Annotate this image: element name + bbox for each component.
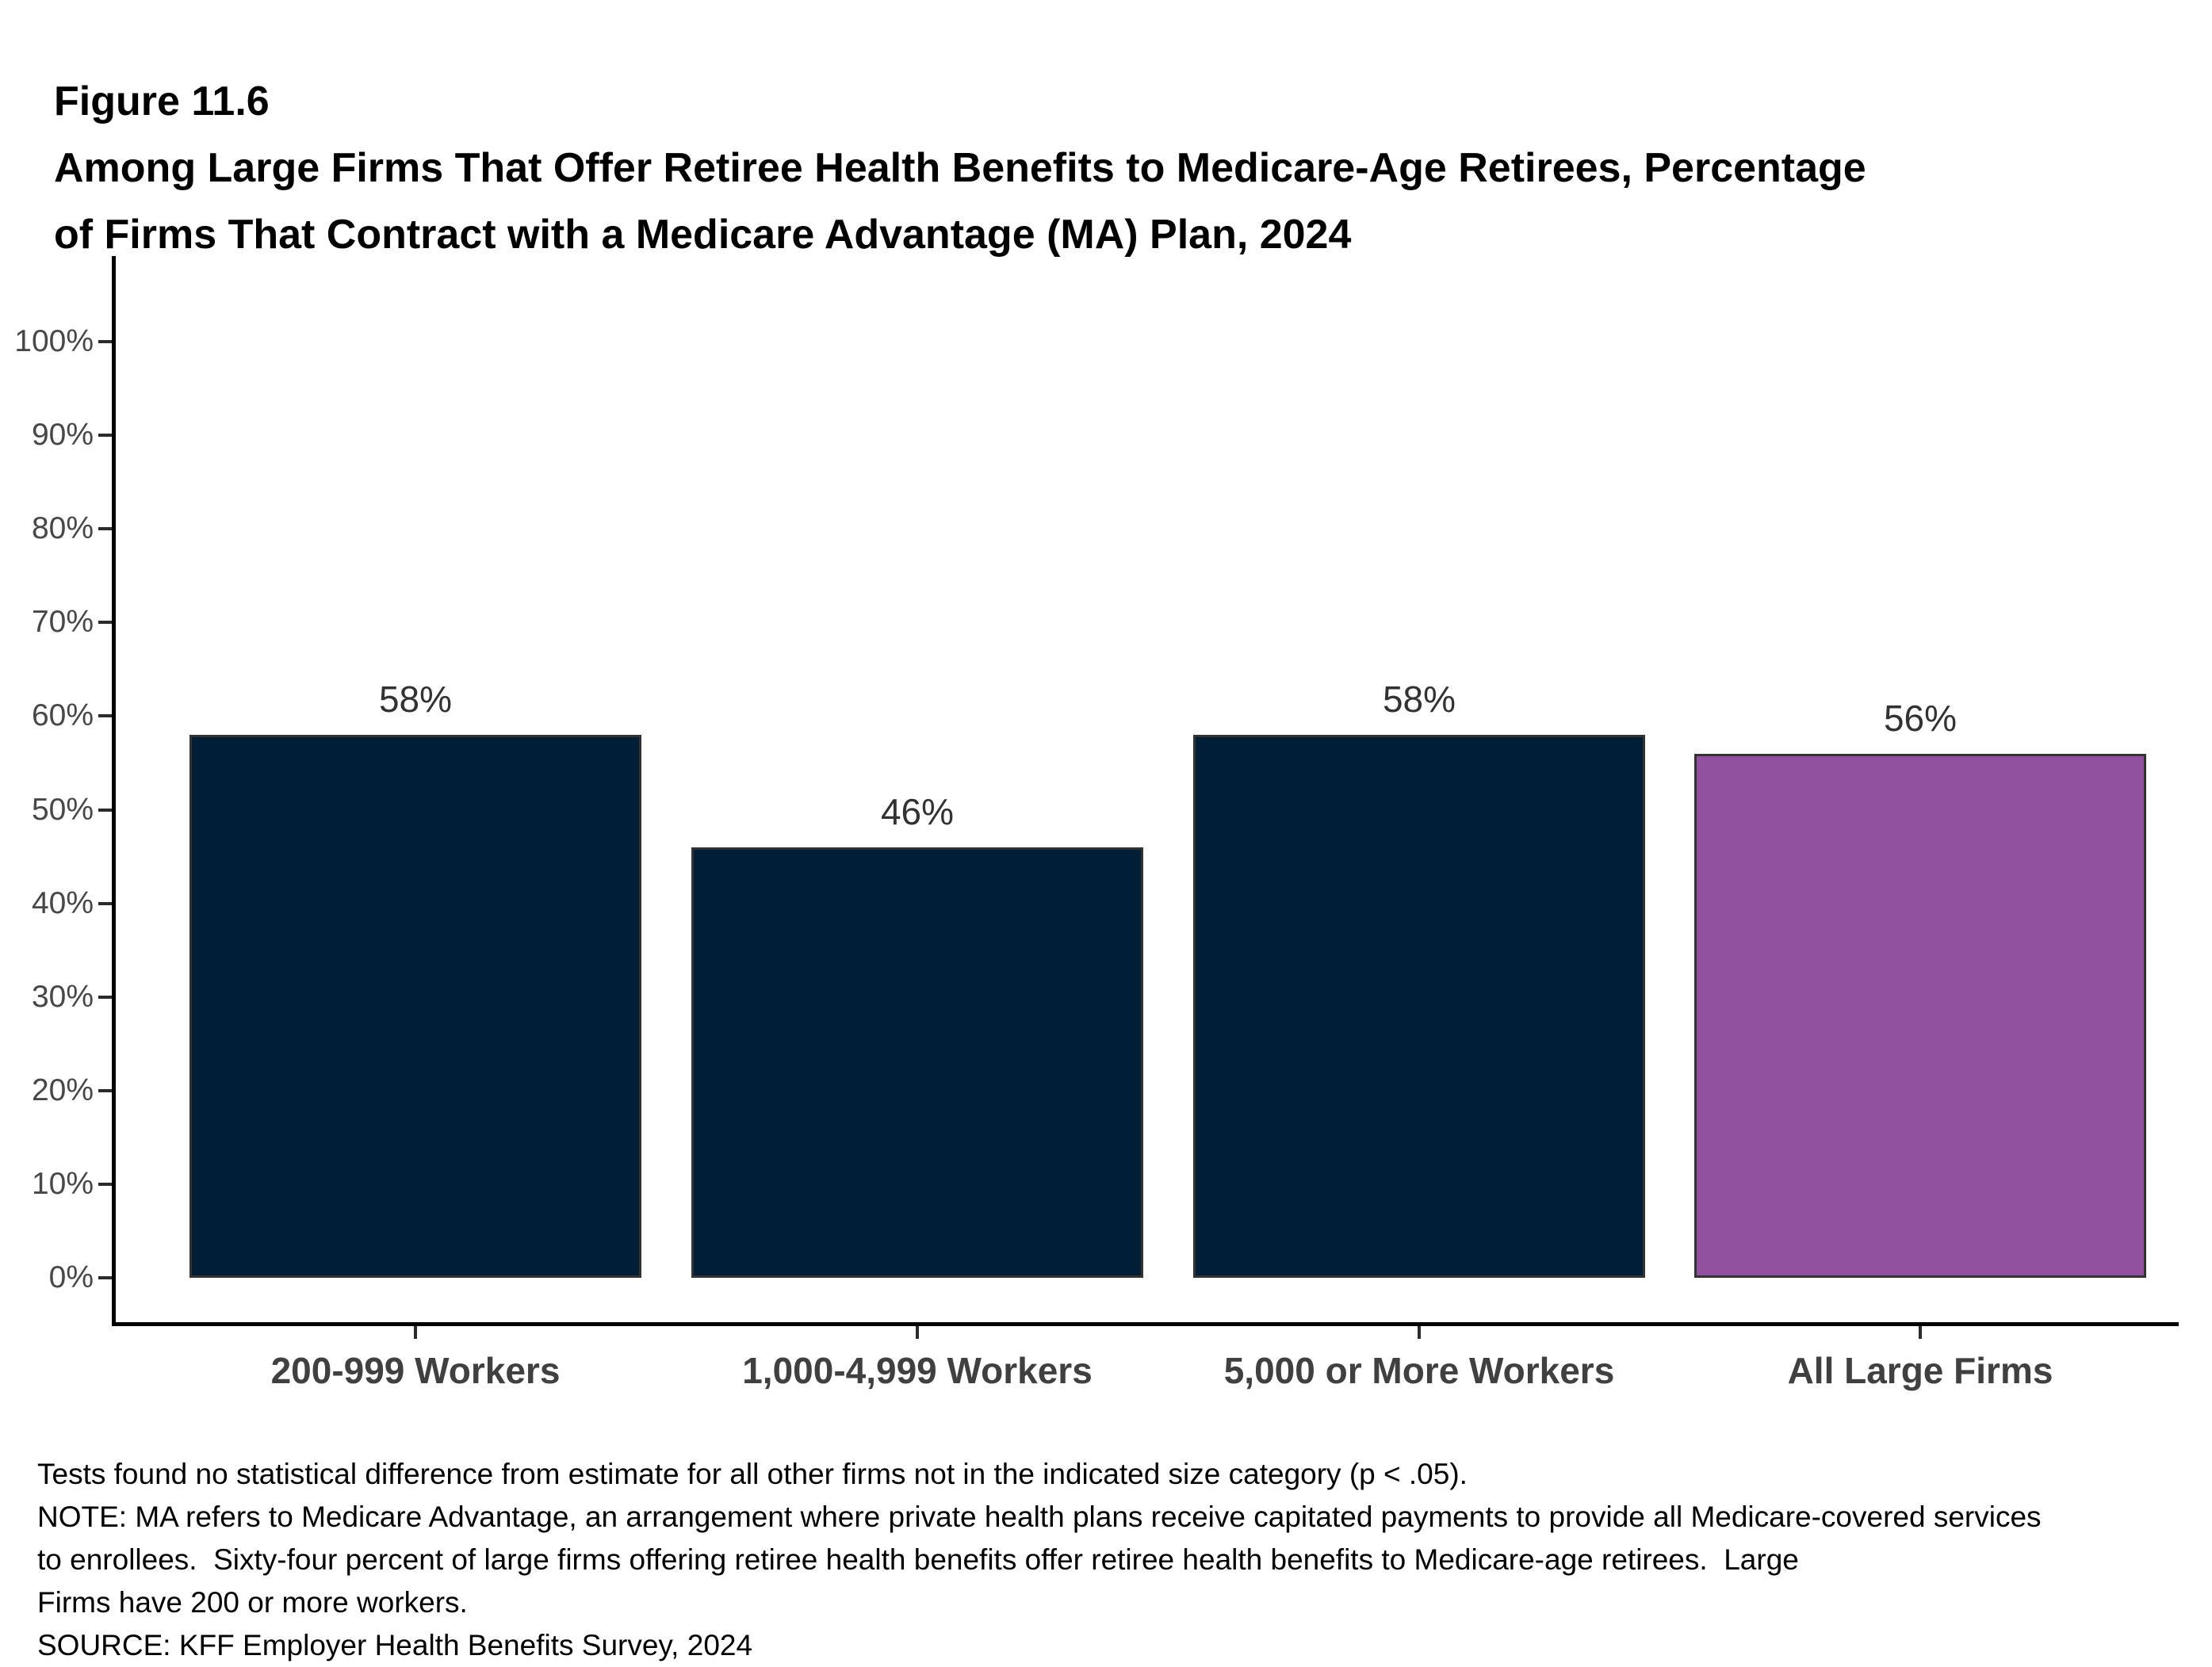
y-axis-line	[112, 256, 116, 1326]
y-tick	[98, 995, 112, 999]
y-tick-label: 30%	[31, 979, 94, 1014]
x-axis-label-3: 5,000 or More Workers	[1223, 1350, 1615, 1391]
footnote-note-2: to enrollees. Sixty-four percent of larg…	[37, 1543, 1799, 1576]
y-tick-label: 80%	[31, 511, 94, 546]
x-axis-label-2: 1,000-4,999 Workers	[742, 1350, 1093, 1391]
y-tick-label: 90%	[31, 418, 94, 453]
chart-title-line-1: Among Large Firms That Offer Retiree Hea…	[54, 145, 1866, 191]
bar-value-label: 56%	[1883, 697, 1958, 739]
y-tick	[98, 621, 112, 625]
chart-header: Figure 11.6 Among Large Firms That Offer…	[54, 68, 1866, 268]
x-axis-label-4: All Large Firms	[1787, 1350, 2053, 1391]
footnote-source: SOURCE: KFF Employer Health Benefits Sur…	[37, 1629, 753, 1661]
bar-value-label: 58%	[1382, 679, 1456, 721]
x-tick	[916, 1326, 919, 1339]
x-tick	[1418, 1326, 1421, 1339]
y-tick-label: 100%	[14, 324, 94, 358]
y-tick-label: 60%	[31, 698, 94, 733]
y-tick-label: 10%	[31, 1166, 94, 1201]
bar-2	[691, 847, 1143, 1278]
y-tick	[98, 901, 112, 905]
figure-number: Figure 11.6	[54, 78, 270, 124]
y-tick-label: 0%	[48, 1260, 94, 1294]
y-tick	[98, 1182, 112, 1186]
y-tick	[98, 714, 112, 718]
x-axis-label-1: 200-999 Workers	[270, 1350, 561, 1391]
bar-value-label: 46%	[880, 790, 955, 832]
y-tick	[98, 1276, 112, 1279]
y-tick	[98, 340, 112, 343]
y-tick	[98, 434, 112, 438]
y-tick-label: 50%	[31, 792, 94, 827]
x-tick	[1919, 1326, 1922, 1339]
x-tick	[414, 1326, 417, 1339]
bar-value-label: 58%	[378, 679, 453, 721]
y-tick	[98, 527, 112, 531]
y-tick	[98, 1088, 112, 1092]
y-tick-label: 40%	[31, 885, 94, 920]
footnote-significance: Tests found no statistical difference fr…	[37, 1458, 1468, 1490]
bar-4	[1694, 753, 2146, 1278]
footnote-note-1: NOTE: MA refers to Medicare Advantage, a…	[37, 1501, 2042, 1533]
chart-footnotes: Tests found no statistical difference fr…	[37, 1453, 2042, 1667]
bar-3	[1193, 735, 1645, 1278]
x-axis-line	[112, 1322, 2179, 1326]
chart-title-line-2: of Firms That Contract with a Medicare A…	[54, 212, 1352, 258]
footnote-note-3: Firms have 200 or more workers.	[37, 1586, 468, 1619]
y-tick-label: 70%	[31, 605, 94, 640]
bar-1	[189, 735, 641, 1278]
y-tick-label: 20%	[31, 1072, 94, 1107]
y-tick	[98, 808, 112, 812]
